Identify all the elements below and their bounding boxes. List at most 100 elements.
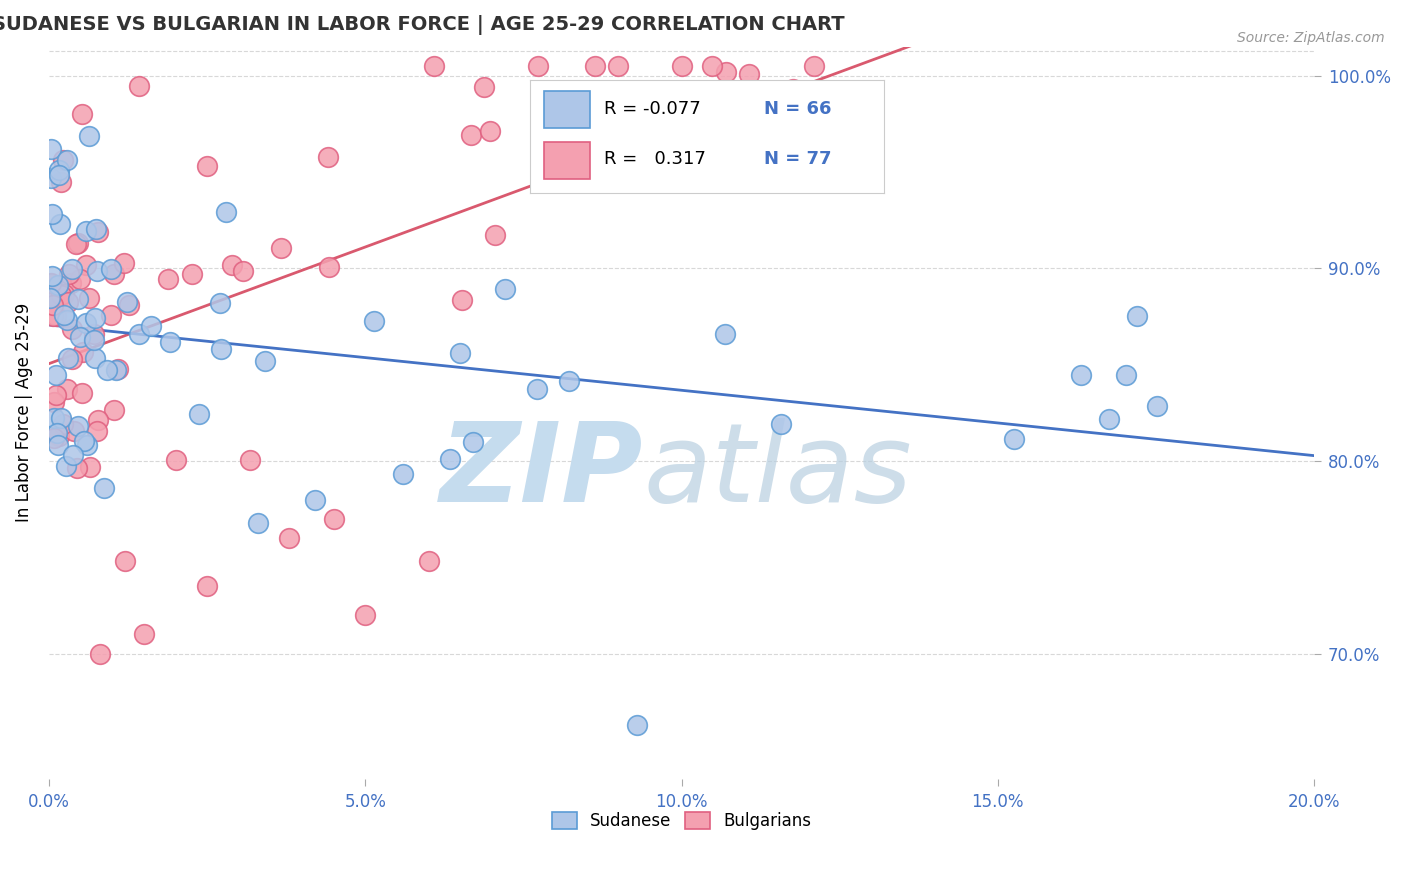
Point [1126,310,1149,324]
Point [45,388,67,402]
Legend: Sudanese, Bulgarians: Sudanese, Bulgarians [546,805,818,837]
Point [188,407,211,421]
Point [363,314,385,328]
Point [114,554,136,568]
Point [45,426,67,441]
Point [451,293,474,308]
Point [439,452,461,467]
Point [48,278,70,293]
Point [132,627,155,641]
Point [157,272,180,286]
Point [318,150,340,164]
Point [83,327,105,342]
Point [77,129,100,144]
Point [41,298,63,312]
Point [246,516,269,530]
Point [472,79,495,94]
Point [86,264,108,278]
Point [77,291,100,305]
Point [48,169,70,183]
Point [84,222,107,236]
Point [89,647,111,661]
Point [41,289,63,303]
Point [769,417,792,432]
Point [69,271,91,285]
Point [583,59,606,73]
Point [83,333,105,347]
Point [44,410,66,425]
Point [165,453,187,467]
Point [60,321,83,335]
Point [423,59,446,73]
Point [1146,399,1168,413]
Point [56,313,79,327]
Point [52,417,75,431]
Point [45,310,67,324]
Text: ZIP: ZIP [440,417,644,524]
Point [461,434,484,449]
Point [700,59,723,73]
Point [304,492,326,507]
Point [41,290,63,304]
Point [738,67,761,81]
Point [51,288,73,302]
Point [60,277,83,291]
Point [118,298,141,312]
Point [278,531,301,545]
Point [48,163,70,178]
Point [41,268,63,283]
Point [39,276,62,290]
Point [41,206,63,220]
Point [56,153,79,167]
Point [232,264,254,278]
Point [626,718,648,732]
Point [782,82,804,96]
Text: Source: ZipAtlas.com: Source: ZipAtlas.com [1237,31,1385,45]
Text: atlas: atlas [644,417,912,524]
Point [62,448,84,462]
Point [41,309,63,323]
Point [270,241,292,255]
Point [46,438,69,452]
Point [66,292,89,306]
Point [103,267,125,281]
Point [84,351,107,366]
Point [195,159,218,173]
Point [209,342,232,356]
Point [56,351,79,366]
Point [55,459,77,474]
Point [87,225,110,239]
Point [65,237,87,252]
Point [52,286,75,301]
Point [52,153,75,167]
Point [69,330,91,344]
Point [96,362,118,376]
Point [112,256,135,270]
Point [70,385,93,400]
Point [716,65,738,79]
Point [100,262,122,277]
Point [460,128,482,143]
Point [48,429,70,443]
Point [318,260,340,274]
Point [103,402,125,417]
Point [484,228,506,243]
Point [49,175,72,189]
Point [392,467,415,482]
Point [1070,368,1092,382]
Point [70,107,93,121]
Point [58,294,80,309]
Point [115,294,138,309]
Point [354,608,377,623]
Point [60,262,83,277]
Point [66,460,89,475]
Point [63,424,86,438]
Point [44,395,66,409]
Point [671,59,693,73]
Point [526,382,548,396]
Point [44,431,66,445]
Point [104,362,127,376]
Point [1097,412,1119,426]
Point [41,142,63,156]
Point [67,419,90,434]
